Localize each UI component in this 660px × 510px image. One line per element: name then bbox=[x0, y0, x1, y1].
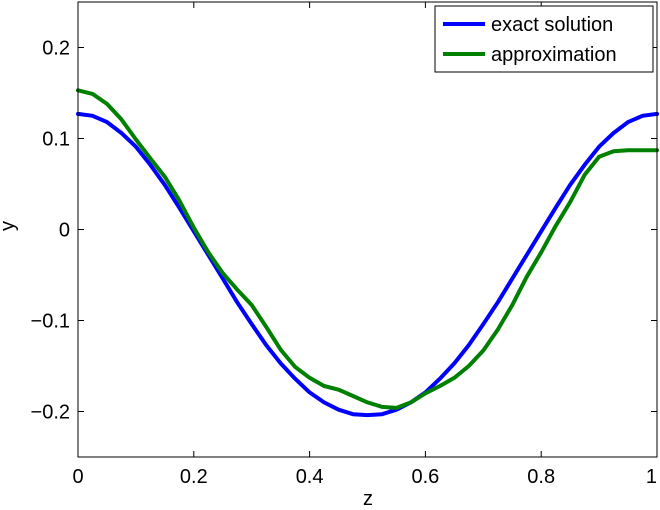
x-axis: 0 0.2 0.4 0.6 0.8 1 bbox=[72, 2, 658, 488]
y-tick-label: −0.2 bbox=[31, 402, 70, 424]
series-line-0 bbox=[76, 111, 659, 418]
x-tick-label: 1 bbox=[646, 466, 657, 488]
x-tick-label: 0.4 bbox=[296, 466, 324, 488]
legend-label-1: approximation bbox=[491, 44, 617, 66]
legend-label-0: exact solution bbox=[491, 14, 613, 36]
y-axis-label: y bbox=[0, 221, 19, 231]
y-tick-label: 0.2 bbox=[42, 38, 70, 60]
legend: exact solution approximation bbox=[434, 5, 654, 73]
x-tick-label: 0.2 bbox=[180, 466, 208, 488]
x-tick-label: 0 bbox=[72, 466, 83, 488]
y-tick-label: 0 bbox=[59, 220, 70, 242]
legend-box bbox=[434, 5, 654, 73]
x-tick-label: 0.8 bbox=[527, 466, 555, 488]
x-axis-label: z bbox=[363, 488, 373, 510]
series-line-1 bbox=[76, 88, 659, 410]
y-axis: −0.2 −0.1 0 0.1 0.2 bbox=[31, 38, 657, 424]
y-tick-label: 0.1 bbox=[42, 129, 70, 151]
y-tick-label: −0.1 bbox=[31, 311, 70, 333]
x-tick-label: 0.6 bbox=[411, 466, 439, 488]
